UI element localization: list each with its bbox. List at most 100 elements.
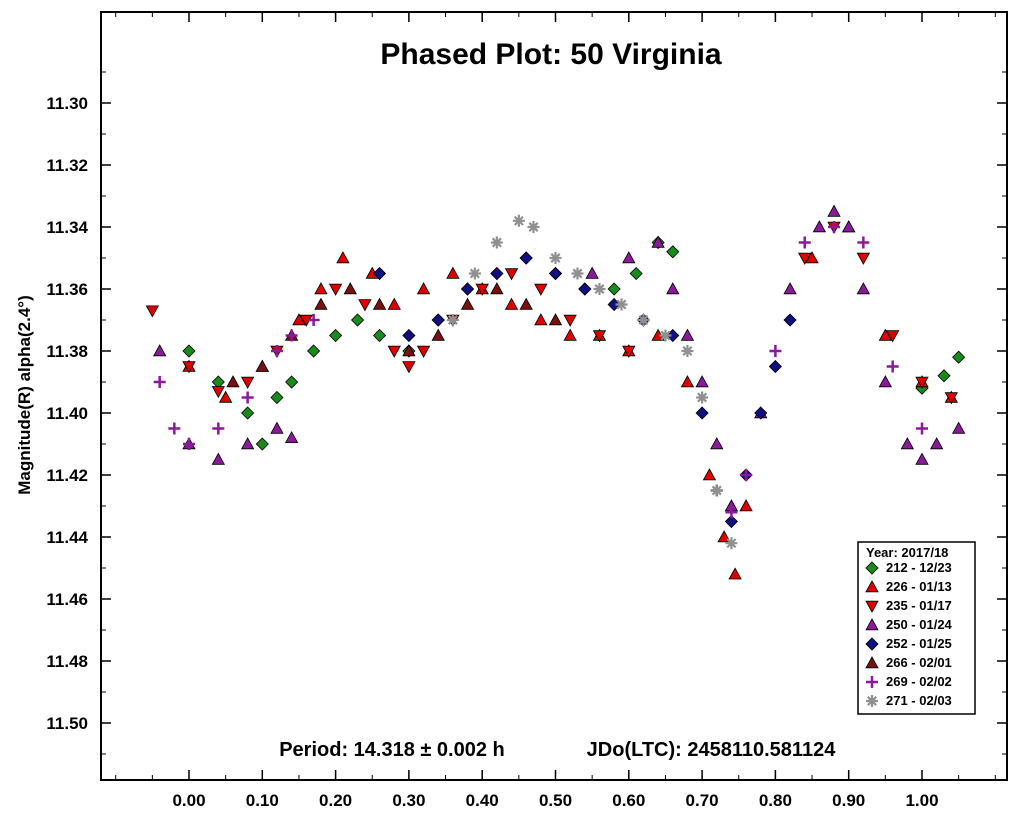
data-point (593, 283, 606, 295)
data-point (183, 438, 195, 450)
data-point (666, 282, 680, 295)
data-point (490, 282, 504, 295)
y-tick-label: 11.36 (46, 280, 88, 299)
data-point (695, 406, 709, 420)
data-point (490, 236, 503, 249)
data-point (218, 390, 233, 403)
data-point (255, 359, 269, 372)
legend-entry: 266 - 02/01 (886, 655, 952, 670)
legend-box (857, 541, 976, 715)
data-point (284, 430, 299, 444)
legend-entry: 271 - 02/03 (886, 693, 952, 708)
data-point (431, 313, 445, 327)
series-5 (226, 282, 563, 388)
x-tick-label: 0.10 (246, 791, 279, 810)
data-point (519, 251, 533, 265)
data-point (314, 282, 328, 295)
data-point (798, 236, 811, 249)
x-tick-label: 0.70 (686, 791, 719, 810)
data-point (512, 214, 525, 227)
y-tick-label: 11.46 (46, 590, 88, 609)
data-point (549, 252, 562, 264)
data-point (416, 345, 431, 358)
data-point (856, 282, 871, 295)
data-point (607, 282, 621, 296)
data-point (563, 314, 577, 327)
data-point (944, 392, 958, 405)
data-point (805, 251, 819, 264)
data-point (783, 313, 797, 327)
data-point (680, 375, 695, 388)
data-point (285, 329, 298, 342)
data-point (270, 345, 283, 357)
data-point (504, 268, 519, 281)
data-point (680, 328, 695, 341)
legend-marker (865, 637, 879, 651)
data-point (270, 421, 284, 434)
y-tick-label: 11.48 (46, 652, 88, 671)
data-point (915, 452, 929, 465)
data-point (798, 252, 812, 265)
data-point (373, 328, 387, 343)
data-point (241, 406, 255, 420)
data-point (754, 406, 768, 420)
legend-title: Year: 2017/18 (866, 545, 948, 560)
data-point (769, 345, 782, 357)
legend-marker (866, 676, 878, 688)
legend-marker (865, 618, 879, 631)
data-point (475, 283, 489, 296)
x-tick-label: 0.40 (466, 791, 499, 810)
data-point (886, 330, 900, 343)
data-point (622, 251, 636, 264)
x-tick-label: 0.20 (319, 791, 352, 810)
data-point (842, 220, 856, 233)
data-point (900, 437, 915, 450)
data-point (783, 282, 797, 295)
data-point (145, 305, 160, 318)
data-point (490, 266, 504, 281)
data-point (240, 437, 255, 450)
data-point (724, 514, 738, 529)
data-point (534, 283, 548, 296)
data-point (534, 313, 548, 326)
data-point (153, 344, 167, 357)
data-point (929, 437, 944, 450)
legend-entry: 250 - 01/24 (886, 617, 953, 632)
data-point (182, 361, 196, 374)
data-point (563, 328, 577, 341)
data-point (270, 390, 284, 405)
data-point (343, 282, 357, 295)
data-point (571, 267, 584, 280)
data-point (402, 361, 416, 374)
y-tick-label: 11.32 (46, 156, 88, 175)
data-point (629, 266, 643, 281)
data-point (728, 567, 742, 580)
jd-annotation: JDo(LTC): 2458110.581124 (587, 739, 837, 761)
data-point (857, 236, 870, 249)
data-point (827, 204, 841, 217)
data-point (468, 267, 481, 280)
data-point (578, 282, 592, 296)
data-point (585, 266, 599, 279)
data-point (659, 329, 672, 342)
y-tick-label: 11.38 (46, 342, 88, 361)
y-tick-label: 11.42 (46, 466, 88, 485)
data-point (211, 452, 225, 465)
x-tick-label: 0.30 (392, 791, 425, 810)
data-point (307, 344, 321, 358)
y-tick-label: 11.30 (46, 94, 88, 113)
x-tick-label: 1.00 (905, 791, 938, 810)
data-point (211, 386, 225, 399)
data-point (622, 345, 636, 358)
data-point (519, 297, 533, 310)
legend-entry: 269 - 02/02 (886, 674, 952, 689)
data-point (372, 297, 387, 310)
series-3 (153, 204, 966, 512)
legend-marker (865, 561, 879, 575)
data-point (878, 328, 893, 341)
data-point (307, 314, 320, 326)
data-point (182, 344, 196, 358)
data-point (681, 345, 694, 357)
data-point (710, 437, 724, 450)
